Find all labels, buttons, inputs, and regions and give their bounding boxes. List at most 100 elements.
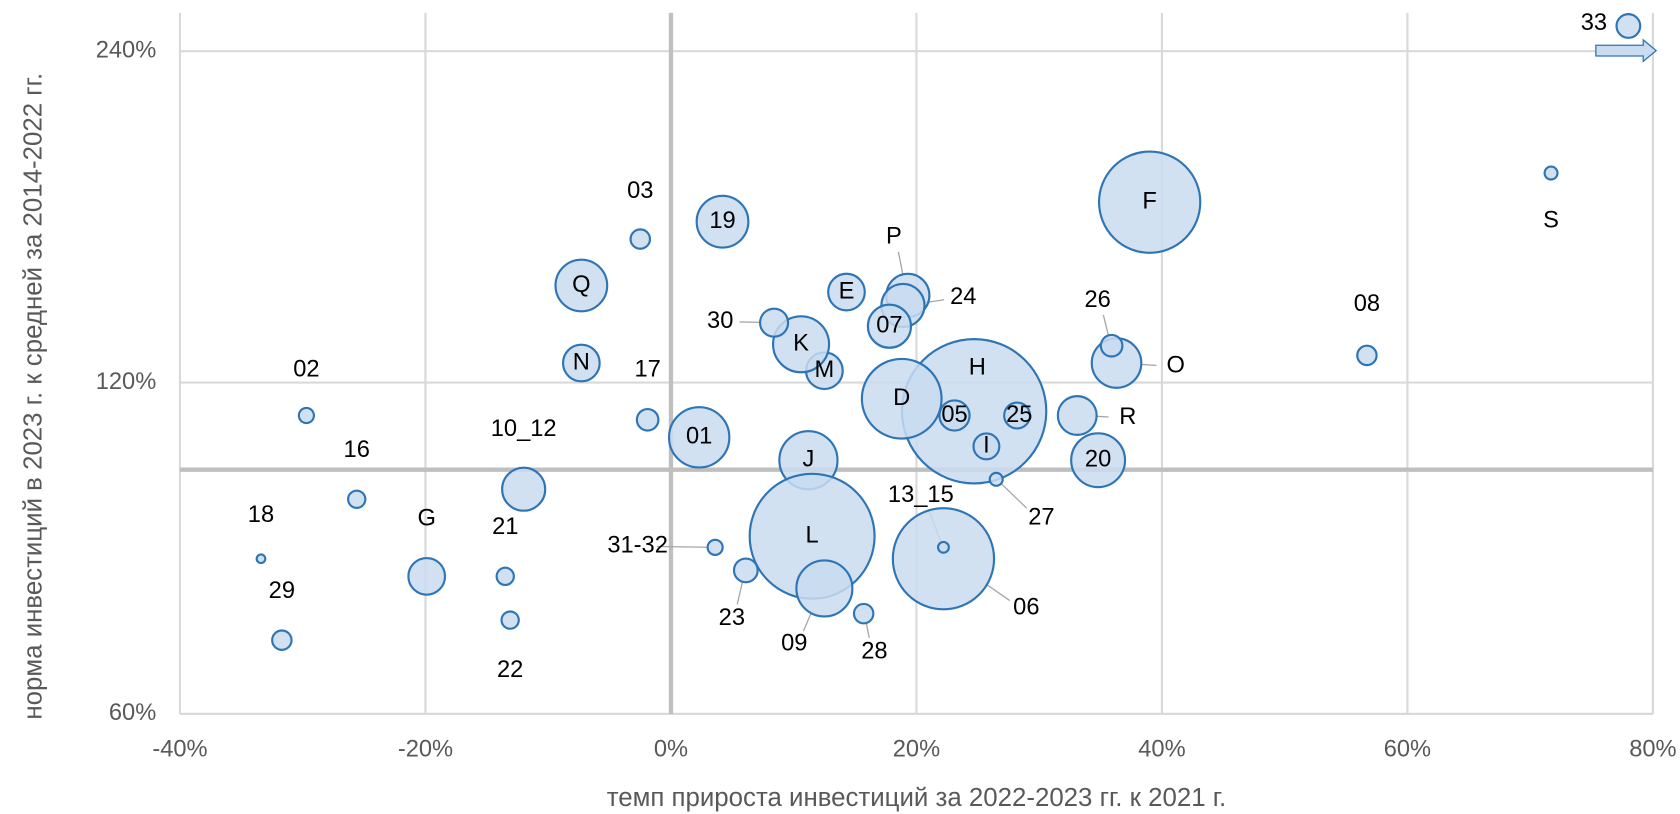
y-tick-label: 240% <box>96 37 157 63</box>
bubble <box>1003 401 1032 430</box>
bubble <box>501 466 547 512</box>
bubble <box>938 399 971 432</box>
bubble <box>827 272 866 312</box>
bubble-label: P <box>886 223 902 249</box>
x-tick-label: 60% <box>1384 737 1431 763</box>
x-tick-label: -40% <box>152 737 207 763</box>
bubble <box>706 538 724 556</box>
bubble-label: F <box>1142 188 1156 214</box>
bubble-label: 10_12 <box>491 416 557 442</box>
y-tick-label: 120% <box>96 369 157 395</box>
bubble-label: 07 <box>876 312 902 338</box>
bubble-label: 19 <box>709 208 735 234</box>
bubble-label: H <box>969 354 986 380</box>
bubble-label: 03 <box>627 178 653 204</box>
bubble <box>732 557 759 584</box>
bubble-label: 23 <box>719 605 745 631</box>
bubble <box>271 629 293 651</box>
bubble-label: 13_15 <box>888 482 954 508</box>
bubble <box>495 566 515 587</box>
bubble-label: 29 <box>269 578 295 604</box>
y-tick-label: 60% <box>109 700 156 726</box>
leader-line <box>865 622 870 638</box>
bubble <box>860 357 943 440</box>
bubble <box>1615 13 1642 39</box>
bubble-label: 31-32 <box>607 533 668 559</box>
bubble <box>1099 333 1124 358</box>
leader-line <box>1000 483 1028 509</box>
bubble-label: 17 <box>634 357 660 383</box>
x-tick-label: 80% <box>1629 737 1676 763</box>
bubble-label: Q <box>572 272 590 298</box>
x-axis-title: темп прироста инвестиций за 2022-2023 гг… <box>607 784 1226 812</box>
x-tick-label: 40% <box>1138 737 1185 763</box>
bubble <box>500 610 520 630</box>
off-scale-arrow <box>1595 38 1658 63</box>
bubble <box>554 258 609 313</box>
bubble-label: 30 <box>707 308 733 334</box>
y-axis-title: норма инвестиций в 2023 г. к средней за … <box>19 73 47 720</box>
leader-line <box>897 251 904 275</box>
bubble <box>561 343 601 383</box>
bubble <box>667 406 731 469</box>
bubble-label: E <box>839 278 855 304</box>
bubble-label: 08 <box>1354 291 1380 317</box>
bubble-label: 01 <box>686 424 712 450</box>
leader-line <box>1102 314 1110 336</box>
bubble-label: 26 <box>1084 287 1110 313</box>
bubble <box>297 406 316 425</box>
bubble-label: 16 <box>344 437 370 463</box>
bubble <box>255 553 267 565</box>
bubble <box>695 194 750 249</box>
bubble <box>988 471 1004 487</box>
bubble <box>407 556 447 596</box>
bubble-label: O <box>1167 352 1185 378</box>
bubble-label: 28 <box>861 639 887 665</box>
bubble-label: 06 <box>1013 595 1039 621</box>
bubble-label: 21 <box>492 514 518 540</box>
bubble-label: 02 <box>293 357 319 383</box>
bubble-label: 24 <box>950 284 976 310</box>
bubble-label: R <box>1119 404 1136 430</box>
bubbles <box>255 13 1642 651</box>
bubble-label: D <box>893 385 910 411</box>
x-tick-label: -20% <box>398 737 453 763</box>
bubble-label: J <box>803 446 815 472</box>
x-tick-label: 20% <box>893 737 940 763</box>
bubble <box>891 507 996 611</box>
bubble-label: K <box>793 331 809 357</box>
bubble-label: N <box>573 349 590 375</box>
bubble-label: S <box>1543 208 1559 234</box>
leader-line <box>656 545 708 548</box>
bubble-label: L <box>806 522 819 548</box>
bubble-label: 18 <box>248 502 274 528</box>
bubble-label: 09 <box>781 631 807 657</box>
bubble-label: 33 <box>1581 10 1607 36</box>
bubble <box>866 303 913 349</box>
bubble-label: M <box>815 357 835 383</box>
bubble <box>1070 432 1127 489</box>
bubble <box>347 489 367 509</box>
bubble-label: G <box>417 506 435 532</box>
bubble-label: 25 <box>1006 402 1032 428</box>
bubble <box>972 432 1001 461</box>
leader-line <box>802 612 812 632</box>
bubble <box>795 559 854 618</box>
x-tick-label: 0% <box>654 737 688 763</box>
leader-line <box>986 584 1011 602</box>
leader-line <box>1141 363 1157 367</box>
bubble-label: 05 <box>941 402 967 428</box>
bubble <box>1097 150 1202 254</box>
bubble-label: 27 <box>1028 504 1054 530</box>
bubble <box>1543 165 1559 181</box>
bubble <box>936 540 950 554</box>
bubble <box>635 407 660 432</box>
bubble <box>1356 344 1378 367</box>
leader-line <box>1096 415 1109 418</box>
bubble <box>629 228 652 250</box>
bubble <box>1056 395 1098 436</box>
bubble <box>852 602 875 625</box>
leader-line <box>736 581 744 605</box>
bubble-label: 20 <box>1085 446 1111 472</box>
